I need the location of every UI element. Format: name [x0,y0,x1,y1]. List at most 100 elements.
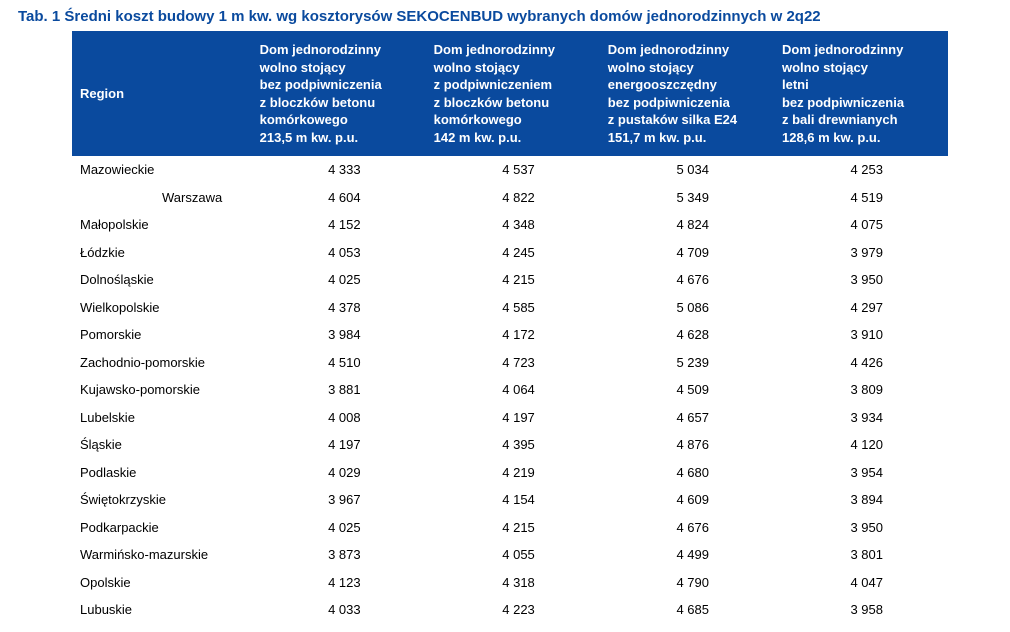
value-cell: 5 239 [600,349,774,377]
region-cell: Świętokrzyskie [72,486,252,514]
value-cell: 4 537 [426,156,600,184]
value-cell: 4 378 [252,294,426,322]
value-cell: 4 154 [426,486,600,514]
value-cell: 3 967 [252,486,426,514]
value-cell: 4 824 [600,211,774,239]
value-cell: 4 152 [252,211,426,239]
region-cell: Podkarpackie [72,514,252,542]
value-cell: 4 008 [252,404,426,432]
column-header-line: wolno stojący [260,59,418,77]
region-cell: Zachodnio-pomorskie [72,349,252,377]
column-header-region: Region [72,31,252,156]
value-cell: 4 064 [426,376,600,404]
cost-table: Region Dom jednorodzinnywolno stojącybez… [72,31,948,624]
column-header-line: wolno stojący [782,59,940,77]
region-cell: Lubuskie [72,596,252,624]
value-cell: 4 197 [426,404,600,432]
value-cell: 4 253 [774,156,948,184]
column-header-line: z bloczków betonu [260,94,418,112]
column-header-line: letni [782,76,940,94]
column-header-line: z pustaków silka E24 [608,111,766,129]
value-cell: 4 219 [426,459,600,487]
table-header: Region Dom jednorodzinnywolno stojącybez… [72,31,948,156]
value-cell: 4 223 [426,596,600,624]
value-cell: 4 822 [426,184,600,212]
value-cell: 3 910 [774,321,948,349]
region-cell: Lubelskie [72,404,252,432]
value-cell: 4 585 [426,294,600,322]
value-cell: 4 053 [252,239,426,267]
value-cell: 3 950 [774,266,948,294]
table-row: Opolskie4 1234 3184 7904 047 [72,569,948,597]
value-cell: 5 349 [600,184,774,212]
value-cell: 3 881 [252,376,426,404]
column-header-line: 151,7 m kw. p.u. [608,129,766,147]
column-header-line: Dom jednorodzinny [782,41,940,59]
value-cell: 4 609 [600,486,774,514]
value-cell: 4 510 [252,349,426,377]
region-cell: Dolnośląskie [72,266,252,294]
column-header-line: 128,6 m kw. p.u. [782,129,940,147]
table-row: Świętokrzyskie3 9674 1544 6093 894 [72,486,948,514]
table-row: Wielkopolskie4 3784 5855 0864 297 [72,294,948,322]
region-cell: Mazowieckie [72,156,252,184]
table-row: Śląskie4 1974 3954 8764 120 [72,431,948,459]
value-cell: 4 709 [600,239,774,267]
region-cell: Pomorskie [72,321,252,349]
value-cell: 3 801 [774,541,948,569]
table-container: Region Dom jednorodzinnywolno stojącybez… [12,31,998,624]
region-cell: Wielkopolskie [72,294,252,322]
column-header-3: Dom jednorodzinnywolno stojącyletnibez p… [774,31,948,156]
value-cell: 4 676 [600,514,774,542]
table-row: Pomorskie3 9844 1724 6283 910 [72,321,948,349]
value-cell: 3 894 [774,486,948,514]
value-cell: 4 029 [252,459,426,487]
value-cell: 4 033 [252,596,426,624]
table-row: Podlaskie4 0294 2194 6803 954 [72,459,948,487]
column-header-line: Dom jednorodzinny [434,41,592,59]
value-cell: 4 025 [252,514,426,542]
value-cell: 3 950 [774,514,948,542]
table-row: Małopolskie4 1524 3484 8244 075 [72,211,948,239]
value-cell: 3 954 [774,459,948,487]
value-cell: 4 519 [774,184,948,212]
region-cell: Małopolskie [72,211,252,239]
value-cell: 4 680 [600,459,774,487]
value-cell: 4 395 [426,431,600,459]
column-header-line: wolno stojący [608,59,766,77]
value-cell: 3 984 [252,321,426,349]
value-cell: 4 172 [426,321,600,349]
column-header-line: 213,5 m kw. p.u. [260,129,418,147]
value-cell: 4 604 [252,184,426,212]
value-cell: 3 934 [774,404,948,432]
value-cell: 4 657 [600,404,774,432]
column-header-line: komórkowego [260,111,418,129]
value-cell: 4 215 [426,514,600,542]
table-row: Podkarpackie4 0254 2154 6763 950 [72,514,948,542]
region-cell: Opolskie [72,569,252,597]
table-row: Lubuskie4 0334 2234 6853 958 [72,596,948,624]
table-row: Lubelskie4 0084 1974 6573 934 [72,404,948,432]
region-cell: Łódzkie [72,239,252,267]
value-cell: 4 676 [600,266,774,294]
table-row: Warmińsko-mazurskie3 8734 0554 4993 801 [72,541,948,569]
column-header-0: Dom jednorodzinnywolno stojącybez podpiw… [252,31,426,156]
region-cell: Podlaskie [72,459,252,487]
table-row: Łódzkie4 0534 2454 7093 979 [72,239,948,267]
value-cell: 3 873 [252,541,426,569]
value-cell: 4 297 [774,294,948,322]
table-title: Tab. 1 Średni koszt budowy 1 m kw. wg ko… [12,8,998,25]
column-header-line: bez podpiwniczenia [782,94,940,112]
value-cell: 4 628 [600,321,774,349]
table-row: Mazowieckie4 3334 5375 0344 253 [72,156,948,184]
table-row: Zachodnio-pomorskie4 5104 7235 2394 426 [72,349,948,377]
column-header-line: Dom jednorodzinny [260,41,418,59]
value-cell: 4 790 [600,569,774,597]
table-row: Warszawa4 6044 8225 3494 519 [72,184,948,212]
value-cell: 4 123 [252,569,426,597]
table-row: Dolnośląskie4 0254 2154 6763 950 [72,266,948,294]
value-cell: 4 197 [252,431,426,459]
value-cell: 4 215 [426,266,600,294]
column-header-line: Dom jednorodzinny [608,41,766,59]
value-cell: 4 120 [774,431,948,459]
